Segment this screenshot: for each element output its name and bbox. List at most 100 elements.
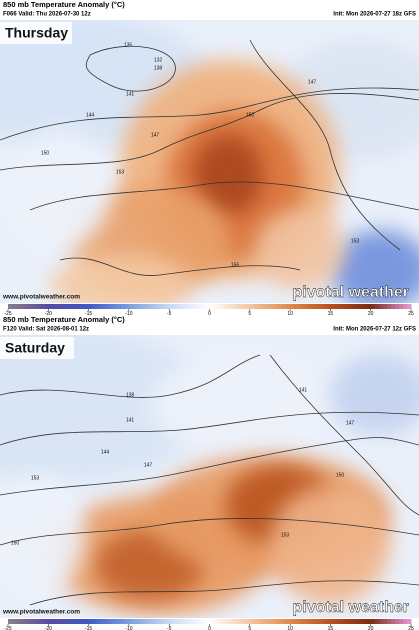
colorbar-segment [153,619,158,624]
colorbar-segment [354,304,360,309]
contour-label: 132 [154,57,163,63]
colorbar-segment [386,619,392,624]
colorbar-segment [334,619,339,624]
colorbar-segment [28,619,33,624]
colorbar-segment [201,304,206,309]
colorbar-segment [32,619,37,624]
colorbar-segment [298,304,303,309]
colorbar-tick-label: 25 [408,626,414,630]
colorbar-segment [330,619,335,624]
contour-label: 147 [346,420,355,426]
colorbar-tick-label: -20 [45,311,52,317]
contour-label: 150 [246,112,255,118]
day-label-box [0,337,74,359]
colorbar-segment [253,304,259,309]
colorbar-segment [382,619,388,624]
colorbar-segment [100,304,106,309]
colorbar-segment [120,304,126,309]
colorbar-segment [161,619,166,624]
colorbar-segment [370,304,376,309]
colorbar-segment [128,619,134,624]
colorbar-segment [338,304,343,309]
colorbar-segment [241,619,247,624]
anomaly-area [330,355,419,435]
colorbar-segment [237,619,243,624]
colorbar-segment [310,619,315,624]
colorbar-segment [362,304,368,309]
anomaly-area [270,485,390,605]
colorbar-segment [362,619,368,624]
colorbar-segment [92,304,98,309]
colorbar-segment [249,304,255,309]
colorbar-segment [402,619,408,624]
colorbar-segment [237,304,243,309]
colorbar-segment [68,304,73,309]
colorbar-segment [44,304,49,309]
colorbar-tick-label: 5 [248,311,251,317]
colorbar-segment [76,619,82,624]
colorbar-segment [298,619,303,624]
colorbar-segment [265,304,271,309]
height-contour [29,181,419,211]
colorbar-tick-label: -15 [85,311,92,317]
colorbar-segment [96,304,102,309]
colorbar-segment [278,619,283,624]
colorbar-tick-label: -20 [45,626,52,630]
colorbar-segment [189,619,194,624]
colorbar-segment [358,304,364,309]
colorbar-segment [197,619,202,624]
colorbar-segment [92,619,98,624]
height-contour [0,354,261,398]
website: www.pivotalweather.com [2,294,80,301]
colorbar-segment [322,304,327,309]
colorbar-tick-label: -5 [167,626,172,630]
colorbar-segment [16,619,21,624]
colorbar-segment [104,304,110,309]
colorbar-segment [48,619,53,624]
colorbar-tick-label: -10 [125,626,132,630]
colorbar-segment [278,304,283,309]
colorbar-segment [354,619,360,624]
colorbar-segment [20,304,25,309]
colorbar-segment [20,619,25,624]
contour-label: 141 [126,91,135,97]
colorbar-tick-label: 25 [408,311,414,317]
colorbar-segment [225,619,231,624]
colorbar-segment [72,304,78,309]
colorbar-segment [294,619,299,624]
colorbar-segment [273,304,279,309]
colorbar-segment [302,304,307,309]
colorbar-segment [108,304,114,309]
colorbar-segment [249,619,255,624]
colorbar-segment [390,619,396,624]
contour-label: 138 [154,65,163,71]
colorbar-segment [76,304,82,309]
anomaly-area [255,210,345,290]
contour-label: 144 [86,112,95,118]
colorbar-segment [358,619,364,624]
colorbar-tick-label: -5 [167,311,172,317]
colorbar-segment [261,619,267,624]
colorbar-segment [350,619,356,624]
colorbar-segment [406,304,412,309]
colorbar-segment [52,304,57,309]
colorbar-segment [302,619,307,624]
height-contour [85,45,176,92]
colorbar-segment [286,304,291,309]
colorbar-segment [145,304,150,309]
colorbar-segment [326,304,331,309]
colorbar-segment [64,304,69,309]
height-contour [59,257,301,276]
contour-label: 135 [124,42,133,48]
colorbar-segment [374,619,380,624]
colorbar-segment [44,619,49,624]
colorbar-segment [64,619,69,624]
contour-label: 150 [336,472,345,478]
colorbar-segment [201,619,206,624]
colorbar-segment [145,619,150,624]
colorbar-segment [382,304,388,309]
colorbar-segment [406,619,412,624]
height-contour [0,93,419,171]
map: 135 132 138 141 144 147 150 153 150 147 153 156 [0,20,419,303]
colorbar-segment [217,304,223,309]
